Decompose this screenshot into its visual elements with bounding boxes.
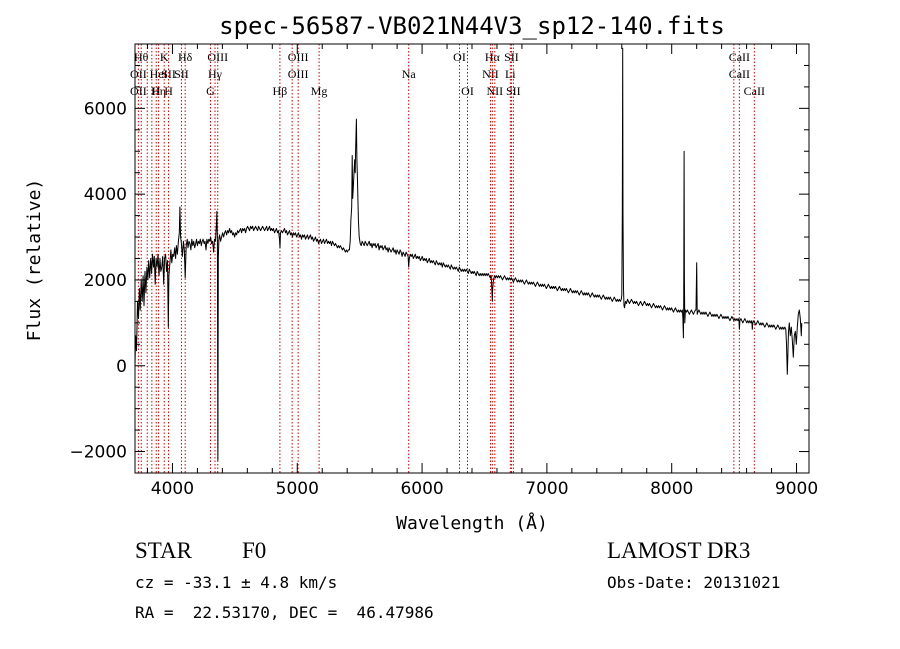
y-axis-label: Flux (relative) xyxy=(24,179,45,342)
line-marker-label: CaII xyxy=(744,84,765,98)
line-marker-label: Hη xyxy=(151,84,166,98)
spectrum-line-group xyxy=(134,47,803,461)
line-marker-label: Hγ xyxy=(208,67,223,81)
line-marker-label: NII xyxy=(482,67,499,81)
line-marker-label: NII xyxy=(487,84,504,98)
line-marker-label: G xyxy=(206,84,215,98)
x-tick-label: 8000 xyxy=(650,479,693,499)
x-tick-label: 7000 xyxy=(525,479,568,499)
line-marker-label: Hθ xyxy=(134,50,149,64)
y-axis: −2000 0 2000 4000 6000 xyxy=(69,43,809,474)
y-tick-label: −2000 xyxy=(69,443,127,463)
survey-name: LAMOST DR3 xyxy=(607,538,751,563)
line-marker-label: OII xyxy=(130,84,147,98)
spectrum-line-0 xyxy=(134,47,803,461)
y-tick-label: 0 xyxy=(116,357,127,377)
coordinates: RA = 22.53170, DEC = 46.47986 xyxy=(135,603,434,622)
line-marker-label: OIII xyxy=(288,50,309,64)
line-marker-label: OI xyxy=(453,50,466,64)
chart-title: spec-56587-VB021N44V3_sp12-140.fits xyxy=(219,12,725,40)
y-tick-label: 4000 xyxy=(84,185,127,205)
line-marker-label: OI xyxy=(461,84,474,98)
line-marker-label: OIII xyxy=(207,50,228,64)
x-tick-label: 6000 xyxy=(400,479,443,499)
line-marker-label: HeI xyxy=(150,67,168,81)
line-marker-label: SII xyxy=(161,67,176,81)
line-marker-label: Na xyxy=(402,67,417,81)
line-marker-label: Li xyxy=(505,67,516,81)
line-marker-label: K xyxy=(160,50,169,64)
redshift-info: cz = -33.1 ± 4.8 km/s xyxy=(135,573,338,592)
line-marker-label: CaII xyxy=(729,50,750,64)
line-marker-label: Hα xyxy=(485,50,501,64)
obs-date: Obs-Date: 20131021 xyxy=(607,573,781,592)
x-axis: 4000 5000 6000 7000 8000 9000 xyxy=(146,44,818,499)
line-marker-label: SII xyxy=(504,50,519,64)
line-marker-label: H xyxy=(152,84,161,98)
plot-frame xyxy=(134,43,810,474)
line-marker-label: Hβ xyxy=(273,84,288,98)
line-marker-label: SII xyxy=(174,67,189,81)
line-marker-label: OII xyxy=(130,67,147,81)
x-tick-label: 9000 xyxy=(775,479,818,499)
object-class: STAR xyxy=(135,538,192,563)
x-tick-label: 4000 xyxy=(151,479,194,499)
object-subclass: F0 xyxy=(242,538,267,563)
y-tick-label: 2000 xyxy=(84,271,127,291)
line-marker-label: Mg xyxy=(311,84,328,98)
x-axis-label: Wavelength (Å) xyxy=(396,512,548,534)
line-marker-label: Hδ xyxy=(178,50,193,64)
line-marker-label: OIII xyxy=(288,67,309,81)
y-tick-label: 6000 xyxy=(84,99,127,119)
line-marker-label: SII xyxy=(506,84,521,98)
line-marker-label: CaII xyxy=(729,67,750,81)
line-marker-label: H xyxy=(164,84,173,98)
x-tick-label: 5000 xyxy=(276,479,319,499)
